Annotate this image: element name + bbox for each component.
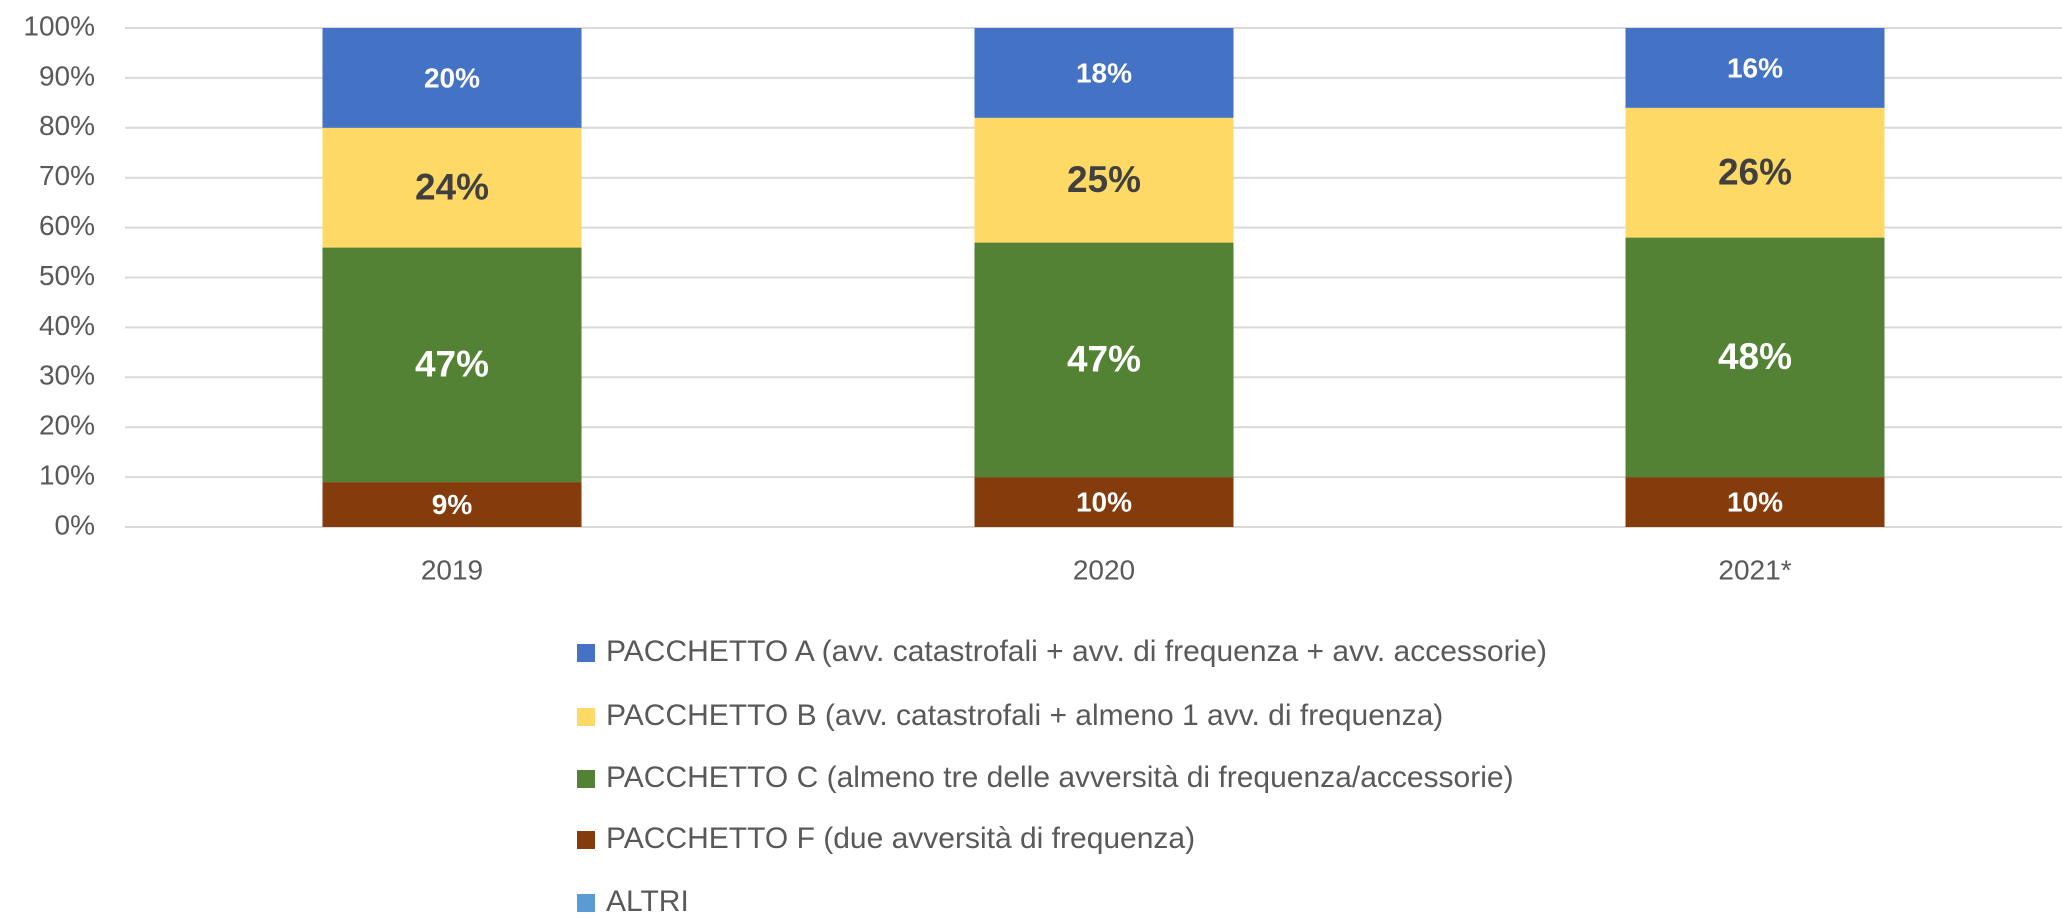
x-tick-label: 2021* — [1718, 554, 1791, 585]
y-tick-label: 40% — [39, 310, 95, 341]
y-tick-label: 10% — [39, 459, 95, 490]
legend-label: PACCHETTO A (avv. catastrofali + avv. di… — [606, 635, 1547, 668]
bar-segment — [322, 247, 582, 483]
data-label: 18% — [1076, 57, 1132, 88]
bar-segment — [974, 117, 1234, 243]
y-tick-label: 20% — [39, 410, 95, 441]
data-label: 25% — [1067, 159, 1141, 200]
y-tick-label: 30% — [39, 360, 95, 391]
bar-segment — [1625, 107, 1885, 238]
data-label: 48% — [1718, 336, 1792, 377]
bar-segment — [1625, 237, 1885, 478]
x-tick-label: 2019 — [421, 554, 483, 585]
bar-segment — [322, 127, 582, 248]
y-tick-label: 70% — [39, 160, 95, 191]
bar-segment — [322, 28, 582, 128]
x-tick-label: 2020 — [1073, 554, 1135, 585]
y-tick-label: 80% — [39, 110, 95, 141]
y-tick-label: 90% — [39, 60, 95, 91]
y-tick-label: 0% — [55, 509, 95, 540]
data-label: 47% — [415, 344, 489, 385]
legend-swatch — [577, 708, 595, 726]
y-tick-label: 100% — [23, 10, 95, 41]
y-tick-label: 60% — [39, 210, 95, 241]
data-label: 26% — [1718, 151, 1792, 192]
legend-label: ALTRI — [606, 885, 689, 918]
bar-segment — [974, 28, 1234, 118]
legend-swatch — [577, 770, 595, 788]
legend-label: PACCHETTO C (almeno tre delle avversità … — [606, 761, 1514, 794]
data-label: 10% — [1076, 486, 1132, 517]
bar-segment — [1625, 477, 1885, 527]
y-tick-label: 50% — [39, 260, 95, 291]
data-label: 10% — [1727, 486, 1783, 517]
data-label: 20% — [424, 62, 480, 93]
bar-segment — [974, 242, 1234, 478]
bar-segment — [1625, 28, 1885, 108]
data-label: 9% — [432, 489, 473, 520]
bar-segment — [974, 477, 1234, 527]
legend-swatch — [577, 644, 595, 662]
data-label: 24% — [415, 166, 489, 207]
legend-swatch — [577, 831, 595, 849]
legend-label: PACCHETTO F (due avversità di frequenza) — [606, 822, 1195, 855]
data-label: 16% — [1727, 52, 1783, 83]
legend-label: PACCHETTO B (avv. catastrofali + almeno … — [606, 699, 1443, 732]
bar-segment — [322, 482, 582, 527]
legend-swatch — [577, 894, 595, 912]
data-label: 47% — [1067, 339, 1141, 380]
